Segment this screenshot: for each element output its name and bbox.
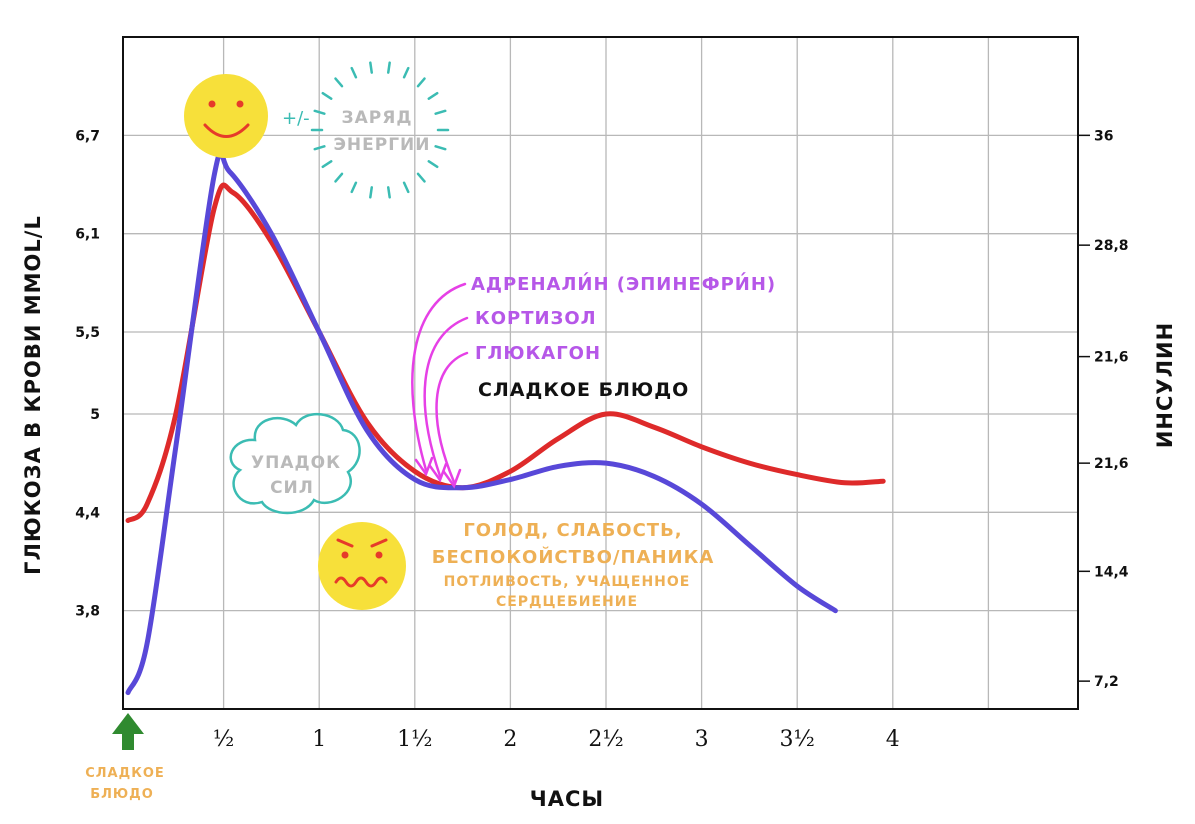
symptoms-line2: БЕСПОКОЙСТВО/ПАНИКА: [432, 546, 715, 568]
y2-tick-label: 28,8: [1094, 238, 1129, 254]
sweet-dish-label: СЛАДКОЕ БЛЮДО: [478, 379, 689, 401]
energy-label-line2: ЭНЕРГИИ: [333, 135, 430, 155]
hormone-arrows: [411, 282, 469, 489]
energy-burst-ray: [321, 160, 333, 169]
plus-minus-label: +/-: [282, 108, 310, 129]
start-arrow-icon: [112, 713, 144, 750]
y2-tick-label: 7,2: [1094, 674, 1119, 690]
y-axis-title: ГЛЮКОЗА В КРОВИ MMOL/L: [21, 215, 45, 575]
start-label-line1: СЛАДКОЕ: [85, 766, 165, 781]
fatigue-cloud-icon: [229, 412, 361, 515]
energy-burst-ray: [369, 186, 373, 199]
energy-burst-ray: [313, 109, 326, 115]
y-tick-label: 5: [90, 407, 100, 423]
y-tick-labels: 6,7 6,1 5,5 5 4,4 3,8: [75, 128, 100, 619]
energy-burst-ray: [416, 172, 426, 183]
y-tick-label: 3,8: [75, 604, 100, 620]
hormone-label-adrenaline: АДРЕНАЛИ́Н (ЭПИНЕФРИ́Н): [471, 272, 776, 295]
energy-burst-ray: [434, 145, 447, 151]
hormone-arrowhead-3: [442, 468, 462, 489]
symptoms-line3: ПОТЛИВОСТЬ, УЧАЩЕННОЕ: [444, 574, 691, 590]
symptoms-line4: СЕРДЦЕБИЕНИЕ: [496, 594, 638, 610]
y2-tick-label: 14,4: [1094, 564, 1129, 580]
x-tick-label: 2½: [588, 727, 623, 752]
energy-burst-ray: [402, 66, 410, 79]
energy-burst-ray: [350, 66, 358, 79]
symptoms-line1: ГОЛОД, СЛАБОСТЬ,: [463, 520, 682, 541]
y2-tick-label: 21,6: [1094, 456, 1129, 472]
energy-burst-ray: [434, 109, 447, 115]
y2-tick-label: 36: [1094, 128, 1113, 144]
x-tick-label: 2: [503, 727, 517, 752]
x-axis-title: ЧАСЫ: [530, 787, 604, 811]
x-tick-label: 3: [695, 727, 709, 752]
y-tick-label: 6,7: [75, 128, 100, 144]
hormone-arrow-1: [411, 282, 467, 472]
series-line-blue: [125, 149, 838, 696]
happy-smiley-icon: [184, 74, 268, 158]
y2-tick-label: 21,6: [1094, 350, 1129, 366]
y2-tick-labels: 36 28,8 21,6 21,6 14,4 7,2: [1094, 128, 1129, 690]
y-tick-label: 6,1: [75, 227, 100, 243]
plot-frame: [122, 36, 1079, 710]
energy-burst-ray: [402, 181, 410, 194]
worried-smiley-icon: [318, 522, 406, 610]
start-label-line2: БЛЮДО: [90, 787, 154, 802]
hormone-arrow-2: [423, 316, 469, 478]
hormone-arrow-3: [435, 351, 469, 484]
y2-axis-title: ИНСУЛИН: [1153, 322, 1177, 448]
fatigue-label-line2: СИЛ: [270, 478, 314, 498]
hormone-arrowhead-2: [428, 462, 448, 483]
energy-burst-ray: [321, 91, 333, 100]
x-tick-labels: ½ 1 1½ 2 2½ 3 3½ 4: [213, 727, 900, 752]
x-tick-label: 4: [886, 727, 900, 752]
energy-burst-ray: [369, 61, 373, 74]
energy-burst-ray: [387, 186, 391, 199]
energy-burst-ray: [350, 181, 358, 194]
energy-burst-ray: [313, 145, 326, 151]
x-tick-label: 3½: [780, 727, 815, 752]
energy-burst-ray: [416, 77, 426, 88]
y-tick-label: 4,4: [75, 505, 100, 521]
energy-burst-ray: [334, 77, 344, 88]
energy-label-line1: ЗАРЯД: [342, 108, 413, 128]
x-tick-label: 1½: [397, 727, 432, 752]
energy-burst-ray: [334, 172, 344, 183]
energy-burst-ray: [387, 61, 391, 74]
energy-burst-ray: [427, 91, 439, 100]
hormone-arrowhead-1: [414, 456, 434, 477]
x-tick-label: 1: [312, 727, 326, 752]
hormone-label-cortisol: КОРТИЗОЛ: [475, 308, 597, 329]
energy-burst-ray: [427, 160, 439, 169]
fatigue-label-line1: УПАДОК: [251, 453, 341, 473]
x-tick-label: ½: [213, 727, 234, 752]
y-tick-label: 5,5: [75, 325, 100, 341]
energy-burst-icon: [310, 61, 450, 199]
hormone-label-glucagon: ГЛЮКАГОН: [475, 343, 601, 364]
